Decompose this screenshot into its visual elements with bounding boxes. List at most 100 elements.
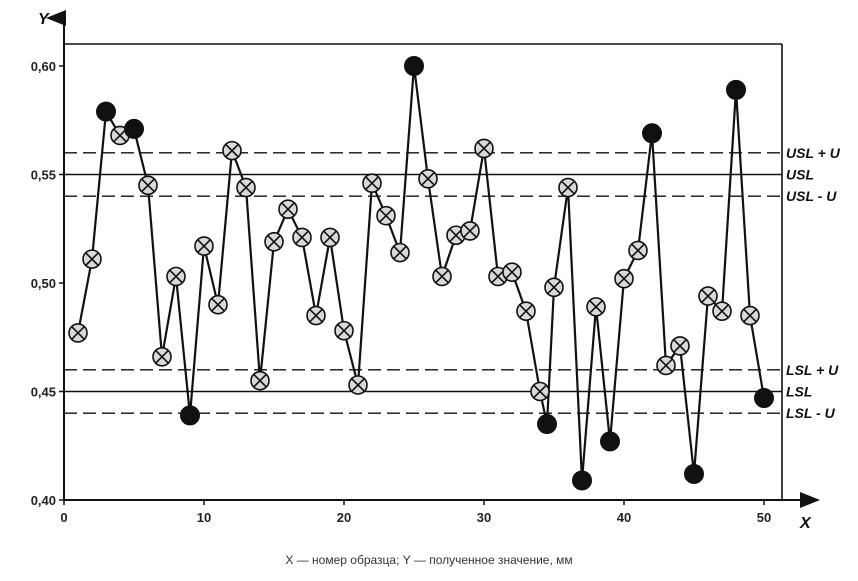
axis-labels: YX [38,11,812,532]
crossed-point [670,336,690,356]
crossed-point-x2 [211,298,225,312]
crossed-point-x2 [295,230,309,245]
filled-point [642,123,662,144]
crossed-point [348,375,368,395]
reference-line-label: LSL - U [786,405,836,421]
y-axis-label: Y [38,11,50,28]
crossed-point [390,242,410,263]
y-tick-label: 0,45 [31,385,56,400]
crossed-point-x2 [197,239,211,253]
crossed-point [628,240,648,261]
crossed-point [656,355,676,376]
crossed-point [68,323,88,343]
crossed-point [306,305,326,326]
crossed-point [208,294,228,315]
filled-point [537,414,557,435]
x-tick-label: 30 [477,510,491,525]
crossed-point-x2 [225,143,239,158]
crossed-point-x2 [715,304,729,318]
crossed-point [376,205,396,226]
crossed-point-x2 [71,326,85,340]
crossed-point-x2 [561,180,575,195]
crossed-point-x2 [393,245,407,260]
y-tick-label: 0,50 [31,276,56,291]
crossed-point [474,138,494,159]
reference-line-label: LSL + U [786,362,839,378]
crossed-point [334,320,354,341]
crossed-point [586,297,606,317]
crossed-point [166,266,186,287]
crossed-point-x2 [449,228,463,242]
crossed-point [278,199,298,220]
crossed-point-x2 [533,384,547,399]
crossed-point-x2 [309,308,323,323]
crossed-point-x2 [141,178,155,193]
crossed-point [432,266,452,287]
crossed-point-x2 [365,176,379,190]
filled-point [726,79,746,100]
crossed-point-x2 [491,269,505,284]
crossed-point [250,370,270,391]
crossed-point [614,268,634,289]
x-tick-label: 50 [757,510,771,525]
crossed-point [292,227,312,248]
crossed-point-x2 [155,350,169,364]
reference-line-label: USL + U [786,145,841,161]
y-tick-label: 0,60 [31,59,56,74]
x-tick-label: 40 [617,510,631,525]
crossed-point-x2 [267,235,281,249]
crossed-point [138,175,158,196]
crossed-point [152,346,172,367]
crossed-point-x2 [631,243,645,258]
crossed-point-x2 [421,172,435,186]
crossed-point [502,262,522,282]
x-tick-label: 10 [197,510,211,525]
crossed-point-x2 [379,209,393,223]
y-tick-label: 0,40 [31,493,56,508]
plot-frame [64,43,783,500]
crossed-point-x2 [337,324,351,338]
filled-point [684,463,704,484]
crossed-point [320,227,340,248]
crossed-point [194,236,214,256]
chart-caption: X — номер образца; Y — полученное значен… [285,553,573,567]
crossed-point-x2 [323,230,337,245]
crossed-point-x2 [477,141,491,156]
crossed-point [236,177,256,198]
crossed-point [460,221,480,241]
crossed-point-x2 [617,271,631,286]
crossed-point-x2 [169,269,183,284]
x-tick-label: 0 [60,510,67,525]
crossed-point-x2 [505,265,519,279]
filled-point [754,388,774,409]
y-tick-label: 0,55 [31,168,56,183]
crossed-point [544,277,564,298]
crossed-point-x2 [673,339,687,353]
x-tick-label: 20 [337,510,351,525]
reference-line-label: LSL [786,384,812,400]
crossed-point [712,301,732,322]
crossed-point [264,231,284,252]
crossed-point-x2 [463,224,477,238]
crossed-point-x2 [435,269,449,284]
reference-line-label: USL - U [786,188,837,204]
data-markers [68,56,774,491]
crossed-point-x2 [659,358,673,373]
crossed-point [362,173,382,193]
crossed-point [530,381,550,402]
x-axis-label: X [799,515,812,532]
crossed-point-x2 [253,373,267,388]
filled-point [124,118,144,139]
crossed-point [222,140,242,161]
crossed-point-x2 [519,304,533,318]
filled-point [180,405,200,426]
crossed-point-x2 [351,378,365,392]
crossed-point [82,249,102,269]
crossed-point-x2 [701,289,715,303]
crossed-point [418,169,438,189]
crossed-point-x2 [589,300,603,314]
filled-point [600,431,620,452]
crossed-point-x2 [239,180,253,195]
filled-point [404,56,424,76]
